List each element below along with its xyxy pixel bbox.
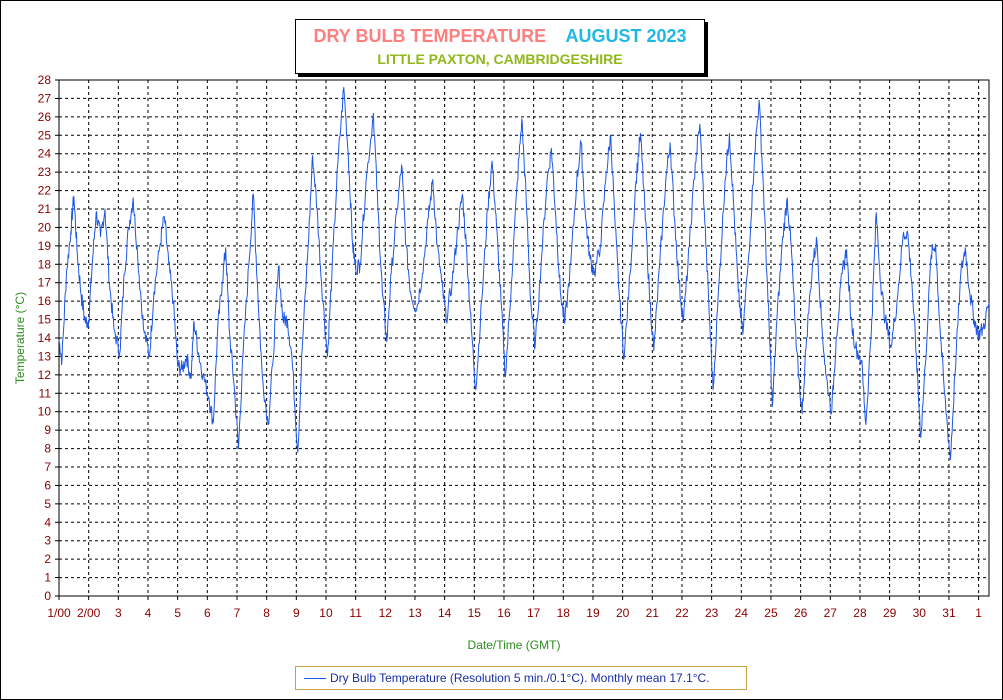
y-tick-label: 14 (38, 331, 52, 345)
y-tick-label: 10 (38, 405, 52, 419)
series-layer (58, 86, 990, 461)
x-tick-label: 10 (319, 606, 333, 620)
grid (59, 80, 989, 596)
title-box: DRY BULB TEMPERATURE AUGUST 2023 LITTLE … (295, 19, 705, 74)
y-tick-labels: 0123456789101112131415161718192021222324… (38, 73, 52, 603)
y-tick-label: 28 (38, 73, 52, 87)
x-tick-label: 13 (408, 606, 422, 620)
x-tick-label: 26 (794, 606, 808, 620)
y-axis-title: Temperature (°C) (13, 292, 27, 384)
x-tick-label: 7 (234, 606, 241, 620)
y-tick-label: 0 (44, 589, 51, 603)
y-tick-label: 24 (38, 147, 52, 161)
plot-area-border (58, 79, 990, 597)
chart-subtitle: LITTLE PAXTON, CAMBRIDGESHIRE (377, 51, 623, 67)
y-tick-label: 25 (38, 128, 52, 142)
x-tick-label: 30 (913, 606, 927, 620)
x-tick-label: 22 (675, 606, 689, 620)
x-tick-label: 18 (557, 606, 571, 620)
y-tick-label: 12 (38, 368, 52, 382)
x-tick-label: 11 (349, 606, 362, 620)
y-tick-label: 20 (38, 220, 52, 234)
y-tick-label: 7 (44, 460, 51, 474)
title-period: AUGUST 2023 (565, 26, 687, 46)
x-tick-label: 9 (293, 606, 300, 620)
x-tick-label: 1 (975, 606, 982, 620)
y-tick-label: 15 (38, 313, 52, 327)
axes (55, 79, 990, 600)
y-tick-label: 26 (38, 110, 52, 124)
x-tick-label: 21 (646, 606, 660, 620)
x-tick-label: 5 (174, 606, 181, 620)
x-tick-label: 2/00 (77, 606, 101, 620)
y-tick-label: 17 (38, 276, 52, 290)
y-tick-label: 1 (44, 571, 51, 585)
y-tick-label: 4 (44, 515, 51, 529)
y-tick-label: 6 (44, 478, 51, 492)
x-tick-label: 28 (853, 606, 867, 620)
y-tick-label: 19 (38, 239, 52, 253)
y-tick-label: 18 (38, 257, 52, 271)
x-tick-label: 24 (735, 606, 749, 620)
x-tick-labels: 1/00 2/00 3 4 5 6 7 8 9 10 11 12 13 14 15 16 17 18 19 20 21 2… (47, 606, 982, 620)
title-main: DRY BULB TEMPERATURE (313, 26, 547, 46)
y-tick-label: 2 (44, 552, 51, 566)
x-tick-label: 4 (145, 606, 152, 620)
y-tick-label: 8 (44, 442, 51, 456)
legend: Dry Bulb Temperature (Resolution 5 min./… (295, 666, 747, 690)
y-tick-label: 22 (38, 184, 52, 198)
x-tick-label: 15 (468, 606, 482, 620)
y-tick-label: 3 (44, 534, 51, 548)
x-tick-label: 12 (379, 606, 393, 620)
x-tick-label: 1/00 (47, 606, 71, 620)
x-tick-label: 23 (705, 606, 719, 620)
y-tick-label: 27 (38, 91, 52, 105)
series-line-dry-bulb-temperature (58, 86, 990, 461)
y-tick-label: 9 (44, 423, 51, 437)
legend-swatch (304, 678, 326, 679)
legend-label: Dry Bulb Temperature (Resolution 5 min./… (330, 671, 710, 685)
chart-title: DRY BULB TEMPERATURE AUGUST 2023 (296, 26, 704, 47)
y-tick-label: 21 (38, 202, 52, 216)
y-tick-label: 11 (39, 386, 52, 400)
x-tick-label: 29 (883, 606, 897, 620)
y-tick-label: 13 (38, 349, 52, 363)
x-tick-label: 27 (824, 606, 838, 620)
x-tick-label: 17 (527, 606, 541, 620)
x-tick-label: 19 (586, 606, 600, 620)
x-tick-label: 3 (115, 606, 122, 620)
x-tick-label: 31 (942, 606, 956, 620)
y-tick-label: 23 (38, 165, 52, 179)
x-tick-label: 8 (263, 606, 270, 620)
x-tick-label: 14 (438, 606, 452, 620)
x-tick-label: 20 (616, 606, 630, 620)
x-axis-title: Date/Time (GMT) (468, 638, 561, 652)
x-tick-label: 25 (764, 606, 778, 620)
y-tick-label: 16 (38, 294, 52, 308)
x-tick-label: 16 (497, 606, 511, 620)
y-tick-label: 5 (44, 497, 51, 511)
x-tick-label: 6 (204, 606, 211, 620)
